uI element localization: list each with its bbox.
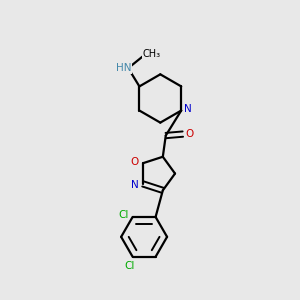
Text: O: O (131, 157, 139, 167)
Text: Cl: Cl (124, 261, 135, 271)
Text: HN: HN (116, 63, 131, 73)
Text: N: N (184, 104, 192, 114)
Text: CH₃: CH₃ (143, 49, 161, 59)
Text: Cl: Cl (118, 211, 128, 220)
Text: O: O (185, 129, 194, 139)
Text: N: N (131, 180, 139, 190)
